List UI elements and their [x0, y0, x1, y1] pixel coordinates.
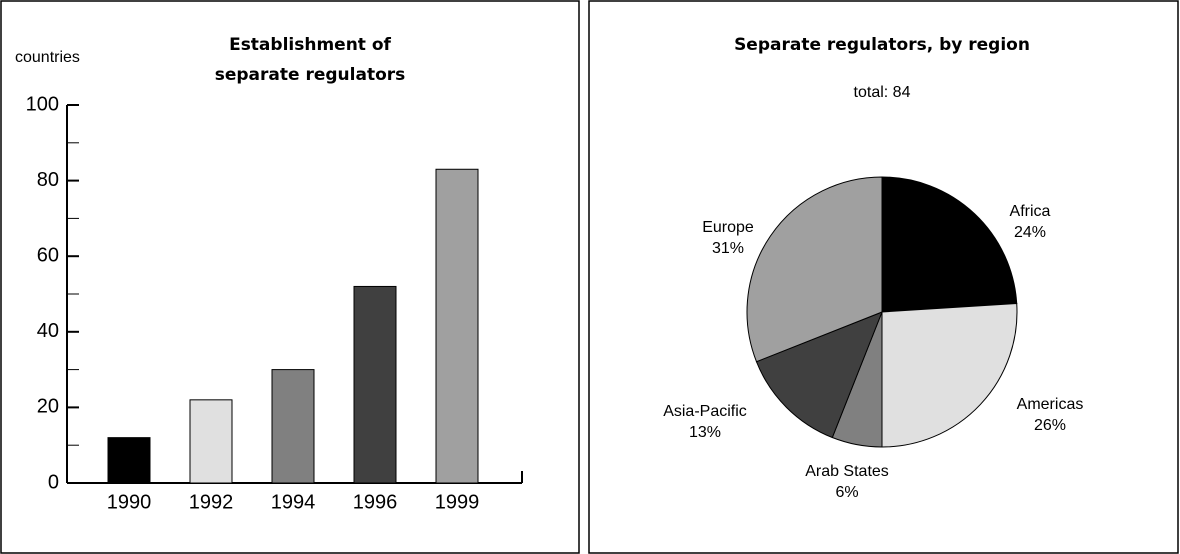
y-tick-label: 100 — [26, 93, 59, 115]
pie-slice — [755, 311, 883, 439]
bar — [189, 399, 233, 484]
x-tick-label: 1994 — [271, 491, 316, 513]
x-tick-label: 1990 — [107, 491, 152, 513]
left-panel — [0, 0, 580, 554]
pie-slice — [881, 176, 1018, 313]
y-tick-label: 0 — [48, 471, 59, 493]
slice-label: Africa — [1010, 203, 1051, 220]
x-tick-label: 1996 — [353, 491, 398, 513]
pie-title: Separate regulators, by region — [734, 35, 1030, 55]
bar — [107, 437, 151, 484]
slice-value-label: 6% — [835, 484, 858, 501]
right-panel — [588, 0, 1179, 554]
x-tick-label: 1999 — [435, 491, 480, 513]
y-axis-label: countries — [15, 49, 80, 66]
y-tick-label: 20 — [37, 396, 59, 418]
slice-value-label: 26% — [1034, 417, 1066, 434]
slice-label: Arab States — [805, 463, 889, 480]
slice-value-label: 13% — [689, 424, 721, 441]
y-tick-label: 40 — [37, 320, 59, 342]
bar — [353, 285, 397, 484]
x-tick-label: 1992 — [189, 491, 234, 513]
slice-label: Asia-Pacific — [663, 403, 747, 420]
bar-title: Establishment of separate regulators — [214, 35, 406, 85]
slice-label: Americas — [1017, 396, 1084, 413]
pie-slice — [881, 302, 1018, 448]
slice-value-label: 31% — [712, 240, 744, 257]
bar — [271, 369, 315, 484]
pie-slice — [746, 176, 883, 363]
slice-label: Europe — [702, 219, 754, 236]
y-tick-label: 60 — [37, 244, 59, 266]
y-tick-label: 80 — [37, 169, 59, 191]
bar — [435, 168, 479, 484]
pie-subtitle: total: 84 — [854, 84, 911, 101]
slice-value-label: 24% — [1014, 224, 1046, 241]
